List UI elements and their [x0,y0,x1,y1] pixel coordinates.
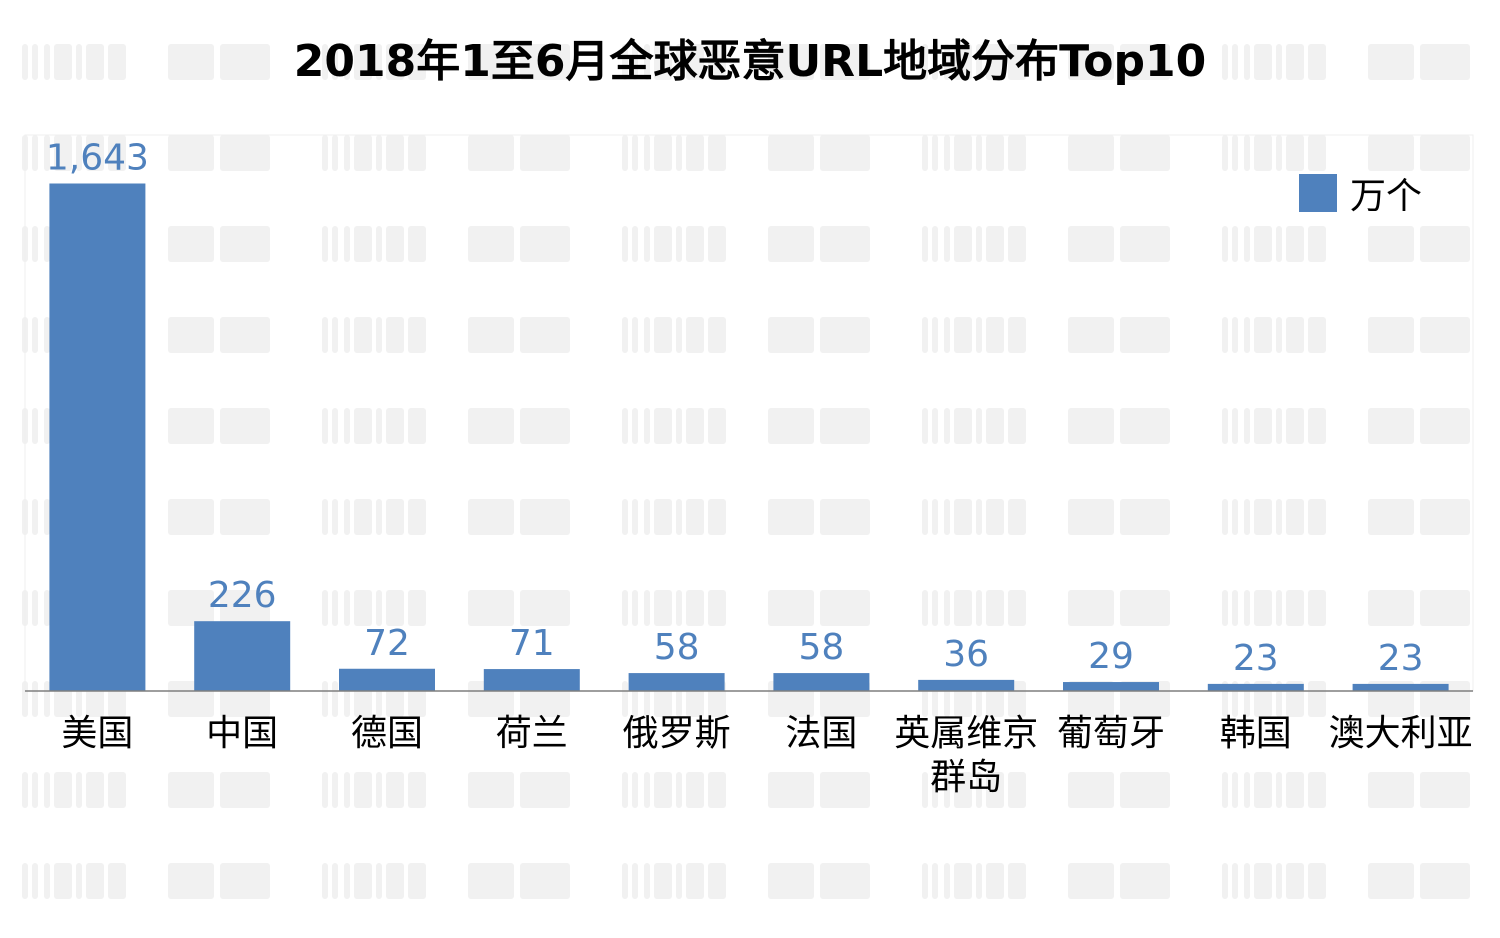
bar-2 [194,621,291,691]
x-tick-label: 澳大利亚 [1328,713,1473,754]
x-tick-label: 俄罗斯 [622,713,731,754]
x-tick-label: 荷兰 [495,713,568,754]
x-tick-label: 英属维京群岛 [894,713,1039,798]
bar-8 [1063,682,1159,691]
bar-9 [1207,683,1304,691]
x-tick-label: 美国 [61,713,134,754]
data-label: 23 [1378,638,1424,679]
data-label: 72 [364,623,410,664]
legend-swatch [1299,174,1337,212]
bar-10 [1352,683,1449,691]
data-label: 58 [798,627,844,668]
bar-6 [773,673,870,691]
legend-label: 万个 [1350,176,1422,217]
x-tick-label: 韩国 [1219,713,1292,754]
x-tick-label: 法国 [785,713,858,754]
bar-1 [49,183,146,692]
data-label: 226 [208,575,277,616]
bar-5 [628,673,725,691]
data-label: 58 [654,627,700,668]
data-label: 71 [509,623,555,664]
data-label: 1,643 [46,137,149,178]
x-tick-label: 德国 [350,713,423,754]
x-tick-label: 葡萄牙 [1056,713,1165,754]
bar-7 [918,679,1015,691]
data-label: 36 [943,634,989,675]
x-tick-label: 中国 [206,713,279,754]
data-label: 29 [1088,636,1134,677]
bar-3 [339,668,435,691]
data-label: 23 [1233,638,1279,679]
chart-title: 2018年1至6月全球恶意URL地域分布Top10 [293,36,1207,87]
bar-4 [483,669,580,691]
